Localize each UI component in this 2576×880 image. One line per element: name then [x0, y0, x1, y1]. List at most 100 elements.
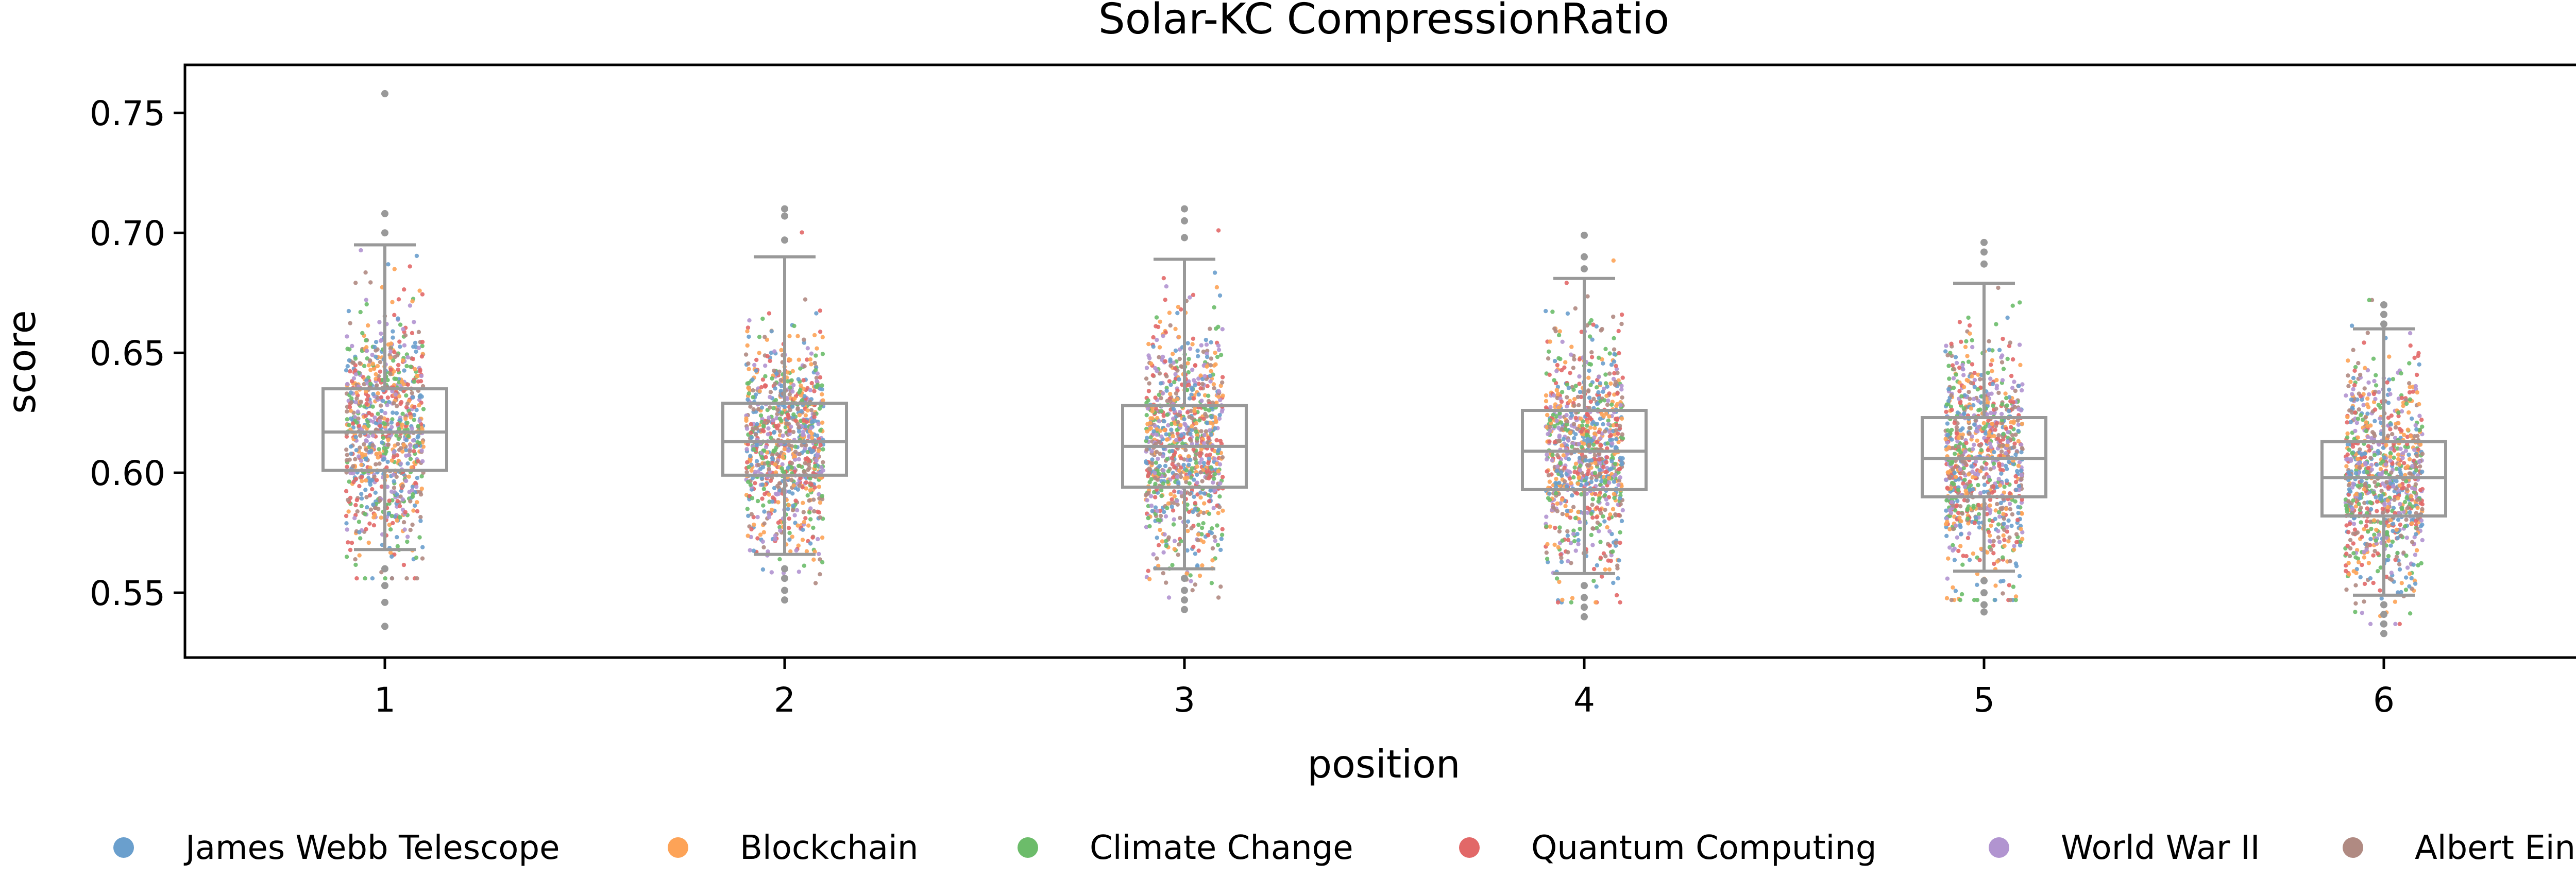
strip-point [1960, 511, 1965, 516]
strip-point [1212, 534, 1217, 540]
strip-point [367, 521, 372, 526]
strip-point [419, 486, 424, 491]
strip-point [1985, 512, 1989, 516]
strip-point [1958, 504, 1963, 509]
strip-point [1220, 375, 1225, 379]
strip-point [794, 508, 800, 513]
strip-point [1978, 443, 1982, 448]
strip-point [1977, 525, 1982, 530]
strip-point [1611, 258, 1616, 263]
strip-point [1160, 354, 1165, 359]
strip-point [388, 341, 394, 346]
strip-point [796, 357, 801, 362]
strip-point [809, 351, 814, 356]
strip-point [1210, 546, 1215, 551]
strip-point [1595, 440, 1600, 445]
strip-point [2389, 470, 2394, 475]
strip-point [1154, 324, 1158, 329]
strip-point [2017, 574, 2022, 579]
strip-point [1189, 408, 1194, 413]
strip-point [2369, 526, 2374, 531]
strip-point [796, 377, 801, 382]
strip-point [820, 392, 824, 396]
strip-point [1209, 340, 1213, 344]
strip-point [790, 404, 795, 409]
strip-point [1547, 479, 1552, 484]
strip-point [410, 299, 415, 304]
strip-point [408, 499, 413, 504]
strip-point [1170, 505, 1174, 509]
strip-point [815, 371, 820, 376]
strip-point [1180, 441, 1185, 446]
strip-point [1553, 525, 1557, 530]
strip-point [820, 420, 825, 425]
strip-point [1984, 461, 1989, 467]
strip-point [1988, 497, 1993, 502]
strip-point [763, 364, 768, 368]
strip-point [1987, 430, 1992, 435]
strip-point [756, 407, 761, 411]
strip-point [1607, 480, 1612, 485]
strip-point [2403, 499, 2408, 504]
strip-point [1156, 563, 1161, 568]
strip-point [2344, 393, 2348, 398]
strip-point [2013, 598, 2018, 602]
strip-point [1188, 573, 1193, 578]
strip-point [766, 426, 771, 431]
strip-point [1147, 524, 1152, 529]
strip-point [2007, 502, 2012, 506]
strip-point [1588, 362, 1594, 367]
strip-point [2394, 555, 2399, 559]
strip-point [2001, 512, 2006, 516]
strip-point [401, 382, 406, 387]
strip-point [773, 462, 777, 467]
strip-point [805, 456, 809, 461]
strip-point [353, 557, 358, 562]
strip-point [1978, 469, 1983, 474]
strip-point [357, 553, 362, 558]
strip-point [391, 358, 396, 363]
strip-point [1589, 532, 1594, 538]
strip-point [1978, 491, 1983, 495]
strip-point [1610, 441, 1615, 446]
strip-point [1945, 520, 1950, 524]
strip-point [1212, 488, 1216, 493]
strip-point [760, 377, 766, 382]
strip-point [1999, 471, 2004, 476]
strip-point [1163, 463, 1168, 469]
strip-point [374, 376, 378, 381]
strip-point [789, 461, 794, 465]
strip-point [1212, 270, 1217, 275]
strip-point [1163, 539, 1168, 544]
strip-point [1967, 426, 1972, 430]
strip-point [805, 357, 809, 362]
strip-point [400, 484, 405, 488]
strip-point [1190, 416, 1194, 421]
strip-point [405, 534, 410, 539]
strip-point [1213, 426, 1217, 431]
strip-point [756, 462, 761, 468]
strip-point [803, 461, 807, 465]
strip-point [1967, 323, 1972, 328]
strip-point [1555, 464, 1560, 469]
strip-point [1195, 436, 1199, 441]
strip-point [364, 338, 368, 343]
strip-point [364, 447, 369, 452]
strip-point [1578, 468, 1583, 473]
strip-point [1956, 444, 1961, 449]
strip-point [1161, 571, 1165, 576]
strip-point [1976, 512, 1981, 516]
strip-point [808, 517, 813, 522]
strip-point [1599, 511, 1603, 515]
strip-point [1981, 475, 1987, 480]
strip-point [1996, 285, 2001, 290]
strip-point [808, 476, 812, 481]
strip-point [2014, 532, 2019, 537]
strip-point [1961, 406, 1966, 411]
strip-point [750, 426, 755, 431]
strip-point [746, 386, 751, 390]
strip-point [2390, 432, 2395, 437]
strip-point [1197, 460, 1202, 465]
strip-point [357, 530, 362, 534]
strip-point [1594, 584, 1599, 589]
